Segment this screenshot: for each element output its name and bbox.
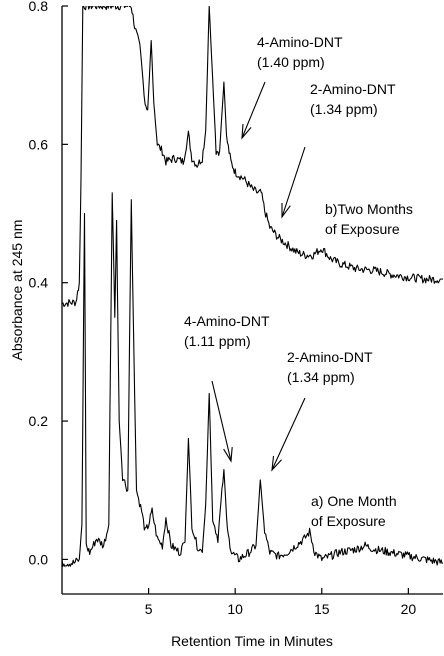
x-tick-label: 10 (227, 601, 243, 617)
annotation-top-label: b)Two Months (325, 201, 413, 217)
x-axis-title: Retention Time in Minutes (171, 633, 333, 649)
annotation-bot-4amino-name-line2: (1.11 ppm) (184, 333, 251, 349)
arrow-top-2amino (281, 146, 306, 219)
annotation-top-2amino-name: 2-Amino-DNT (310, 81, 396, 97)
annotation-top-2amino-name-line2: (1.34 ppm) (310, 101, 378, 117)
arrow-bottom-2amino (271, 397, 306, 472)
arrow-bottom-4amino (211, 380, 233, 463)
y-tick-label: 0.0 (29, 551, 49, 567)
arrow-top-4amino (241, 81, 266, 140)
annotation-bot-2amino-name: 2-Amino-DNT (287, 349, 373, 365)
y-axis-title: Absorbance at 245 nm (9, 220, 25, 361)
annotation-top-4amino-name: 4-Amino-DNT (257, 34, 343, 50)
x-tick-label: 15 (314, 601, 330, 617)
annotation-bot-label-line2: of Exposure (311, 513, 386, 529)
y-tick-label: 0.2 (29, 413, 49, 429)
annotation-bot-4amino-name: 4-Amino-DNT (184, 313, 270, 329)
annotation-top-label-line2: of Exposure (325, 221, 400, 237)
y-tick-label: 0.8 (29, 0, 49, 14)
x-tick-label: 5 (145, 601, 153, 617)
y-tick-label: 0.6 (29, 136, 49, 152)
trace-line-one-month (62, 192, 443, 567)
x-tick-label: 20 (401, 601, 417, 617)
annotation-top-4amino-name-line2: (1.40 ppm) (257, 54, 325, 70)
y-tick-label: 0.4 (29, 275, 49, 291)
annotation-bot-2amino-name-line2: (1.34 ppm) (287, 369, 355, 385)
trace-line-two-months (62, 6, 443, 308)
annotation-bot-label: a) One Month (311, 493, 397, 509)
